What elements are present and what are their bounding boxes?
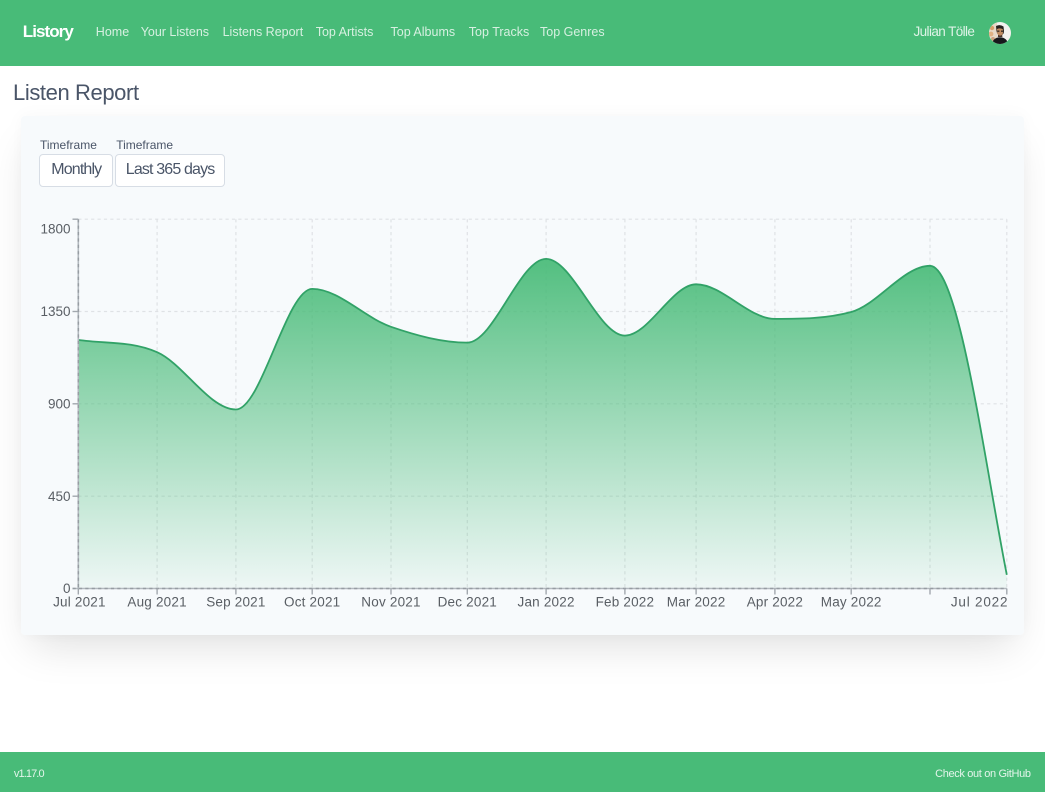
svg-text:Mar 2022: Mar 2022	[667, 594, 726, 609]
svg-text:Aug 2021: Aug 2021	[127, 594, 186, 609]
svg-text:450: 450	[48, 489, 71, 504]
svg-text:Jan 2022: Jan 2022	[518, 594, 575, 609]
svg-text:Sep 2021: Sep 2021	[206, 594, 265, 609]
svg-text:Jul 2022: Jul 2022	[951, 594, 1008, 609]
svg-text:Jul 2021: Jul 2021	[53, 594, 106, 609]
svg-text:Oct 2021: Oct 2021	[284, 594, 340, 609]
svg-text:0: 0	[63, 581, 71, 596]
svg-text:Feb 2022: Feb 2022	[596, 594, 655, 609]
svg-text:1350: 1350	[40, 304, 70, 319]
svg-text:May 2022: May 2022	[821, 594, 882, 609]
svg-text:1800: 1800	[40, 222, 70, 237]
svg-text:Apr 2022: Apr 2022	[747, 594, 803, 609]
svg-text:Dec 2021: Dec 2021	[438, 594, 497, 609]
svg-text:900: 900	[48, 396, 71, 411]
svg-text:Nov 2021: Nov 2021	[361, 594, 420, 609]
